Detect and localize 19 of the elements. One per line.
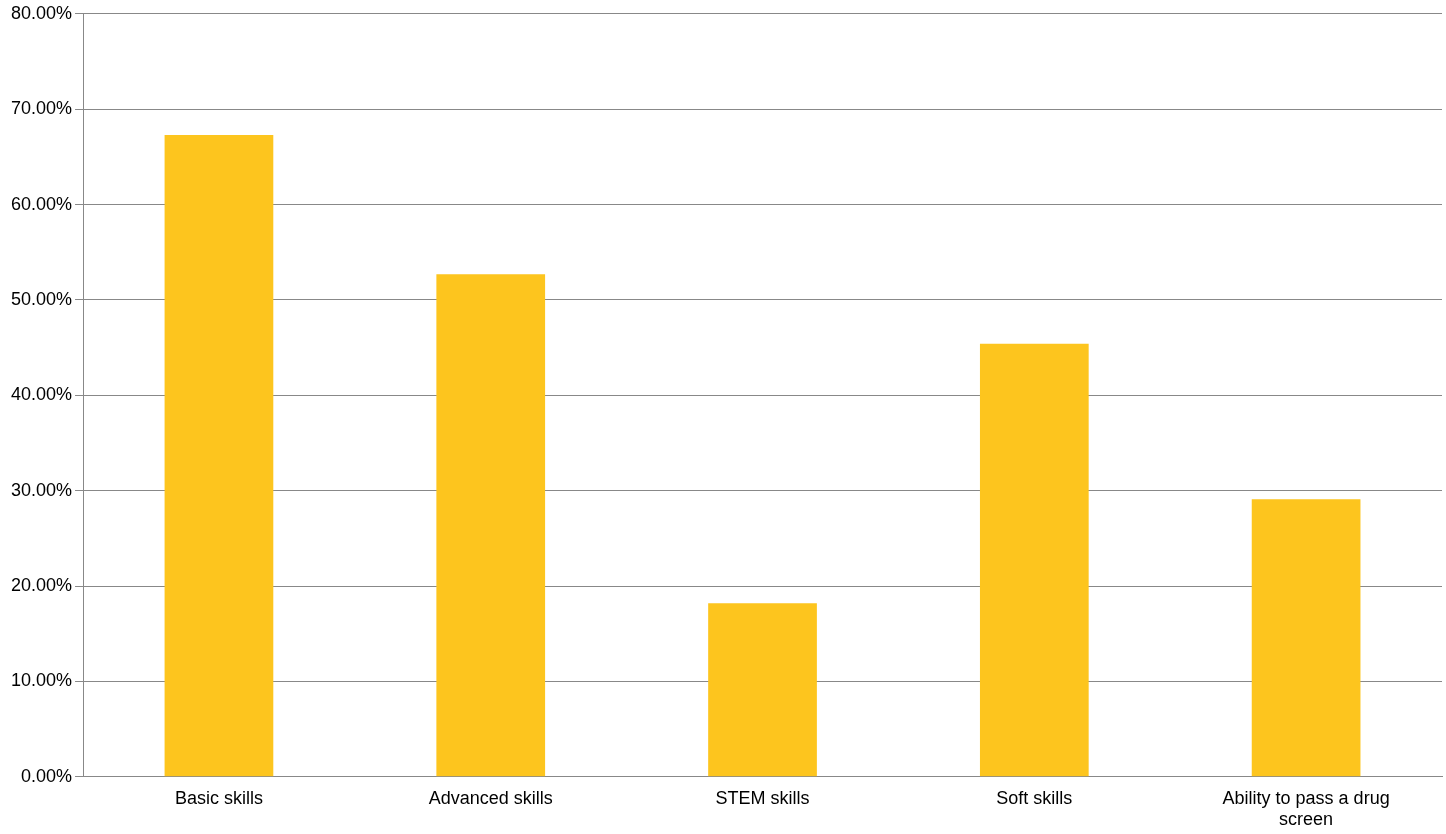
y-tick-label: 60.00% bbox=[10, 193, 73, 214]
bar bbox=[1251, 499, 1361, 777]
x-tick-label: Ability to pass a drug screen bbox=[1222, 787, 1390, 830]
x-tick-label: Soft skills bbox=[996, 787, 1073, 808]
x-tick-label: Basic skills bbox=[174, 787, 263, 808]
y-tick-label: 70.00% bbox=[10, 98, 73, 119]
bar bbox=[436, 274, 546, 777]
y-tick-label: 0.00% bbox=[21, 765, 73, 786]
x-tick-label: Advanced skills bbox=[428, 787, 553, 808]
y-tick-label: 30.00% bbox=[10, 479, 73, 500]
y-tick-label: 50.00% bbox=[10, 288, 73, 309]
y-tick-label: 80.00% bbox=[10, 2, 73, 23]
bar bbox=[164, 134, 274, 777]
bar bbox=[979, 343, 1089, 777]
x-tick-label: STEM skills bbox=[715, 787, 810, 808]
bar bbox=[708, 603, 817, 777]
y-tick-label: 10.00% bbox=[10, 670, 73, 691]
y-tick-label: 40.00% bbox=[10, 384, 73, 405]
y-tick-label: 20.00% bbox=[10, 575, 73, 596]
